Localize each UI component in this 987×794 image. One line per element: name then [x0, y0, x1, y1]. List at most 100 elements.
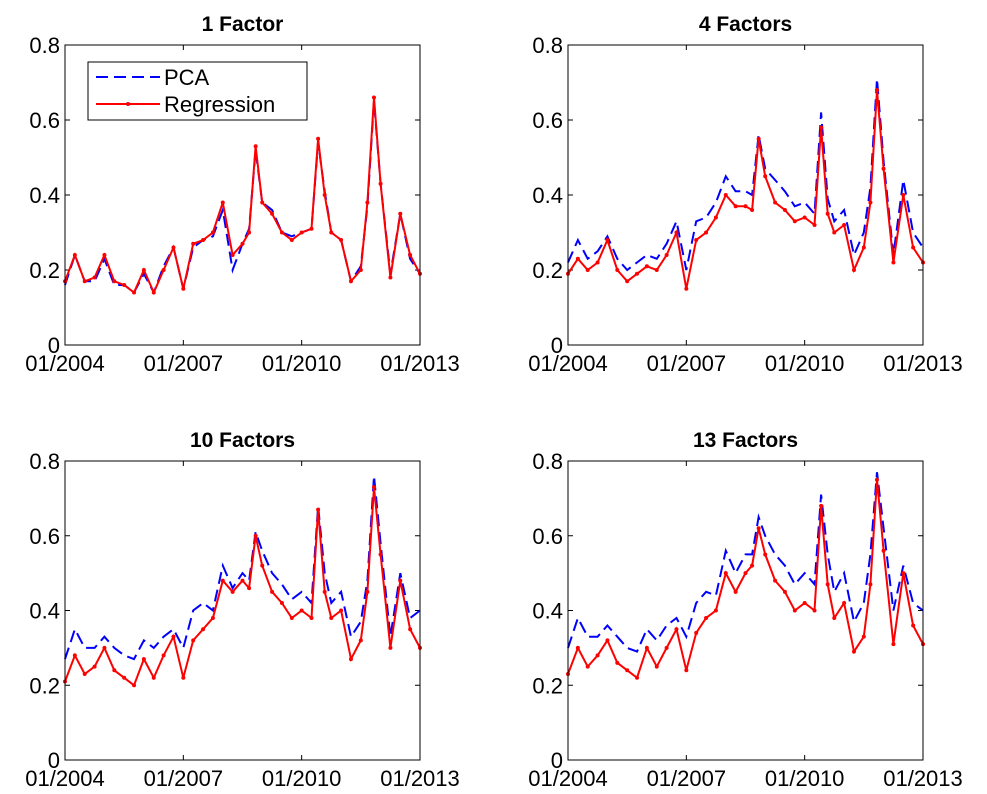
marker	[365, 200, 370, 205]
marker	[388, 645, 393, 650]
marker	[378, 181, 383, 186]
legend-box	[87, 61, 308, 121]
marker	[874, 477, 879, 482]
marker	[82, 672, 87, 677]
marker	[851, 268, 856, 272]
x-tick-label: 01/2007	[647, 766, 727, 791]
marker	[253, 144, 258, 149]
marker	[72, 653, 77, 658]
marker	[122, 283, 127, 287]
marker	[279, 601, 284, 606]
marker	[358, 268, 363, 272]
marker	[316, 507, 321, 512]
marker	[240, 578, 245, 583]
marker	[322, 193, 327, 197]
marker	[92, 664, 97, 669]
marker	[605, 238, 610, 242]
x-tick-label: 01/2010	[262, 351, 342, 376]
marker	[102, 645, 107, 650]
y-tick-label: 0.2	[29, 673, 60, 698]
marker	[151, 290, 156, 295]
marker	[881, 548, 886, 553]
marker	[408, 253, 413, 257]
marker	[733, 204, 738, 209]
series-line	[567, 472, 924, 653]
marker	[842, 223, 847, 227]
marker	[210, 615, 215, 620]
marker	[171, 245, 176, 250]
x-tick-label: 01/2004	[25, 351, 105, 376]
marker	[151, 675, 156, 680]
marker	[881, 166, 886, 171]
marker	[891, 260, 896, 265]
marker	[398, 211, 403, 216]
marker	[861, 634, 866, 639]
marker	[644, 645, 649, 650]
marker	[684, 286, 689, 291]
y-tick-label: 0.8	[532, 33, 563, 58]
marker	[247, 586, 252, 591]
series-line	[64, 475, 421, 661]
marker	[289, 615, 294, 620]
marker	[220, 200, 225, 205]
marker	[279, 230, 284, 235]
marker	[299, 608, 304, 613]
marker	[348, 279, 353, 284]
chart-title: 1 Factor	[202, 13, 284, 36]
marker	[773, 578, 778, 583]
marker	[309, 615, 314, 620]
marker	[329, 615, 334, 620]
marker	[911, 623, 916, 628]
axes-box	[64, 460, 421, 761]
marker	[901, 571, 906, 576]
marker	[743, 204, 748, 209]
marker	[289, 238, 294, 242]
marker	[240, 241, 245, 246]
marker	[595, 653, 600, 658]
marker	[260, 200, 265, 205]
marker	[654, 268, 659, 272]
x-tick-label: 01/2007	[647, 351, 727, 376]
series-line	[567, 89, 924, 289]
x-tick-label: 01/2010	[765, 351, 845, 376]
marker	[171, 634, 176, 639]
y-tick-label: 0.6	[532, 108, 563, 133]
marker	[371, 485, 376, 490]
series-line	[64, 101, 421, 295]
marker	[861, 245, 866, 250]
marker	[191, 241, 196, 246]
marker	[595, 260, 600, 265]
x-tick-label: 01/2010	[262, 766, 342, 791]
marker	[664, 645, 669, 650]
marker	[371, 95, 376, 100]
marker	[309, 226, 314, 231]
marker	[664, 253, 669, 257]
marker	[832, 615, 837, 620]
y-tick-label: 0	[48, 748, 60, 773]
marker	[825, 211, 830, 216]
y-tick-label: 0	[551, 748, 563, 773]
y-tick-label: 0.4	[29, 599, 60, 624]
marker	[615, 660, 620, 665]
marker	[684, 668, 689, 673]
marker	[398, 578, 403, 583]
marker	[819, 125, 824, 130]
chart-title: 4 Factors	[699, 13, 792, 36]
marker	[270, 211, 275, 216]
marker	[825, 582, 830, 587]
x-tick-label: 01/2007	[144, 351, 224, 376]
marker	[723, 193, 728, 197]
marker	[625, 668, 630, 673]
y-tick-label: 0.6	[29, 108, 60, 133]
marker	[141, 268, 146, 272]
marker	[253, 533, 258, 538]
marker	[874, 88, 879, 92]
series-line	[64, 487, 421, 687]
x-tick-label: 01/2013	[883, 351, 963, 376]
marker	[181, 675, 186, 680]
marker	[750, 208, 755, 212]
subplot: 10 Factors 0 0.2 0.4 0.6 0.8 01/2004 01/2007 01/…	[25, 429, 460, 791]
y-tick-label: 0.8	[29, 33, 60, 58]
marker	[743, 571, 748, 576]
